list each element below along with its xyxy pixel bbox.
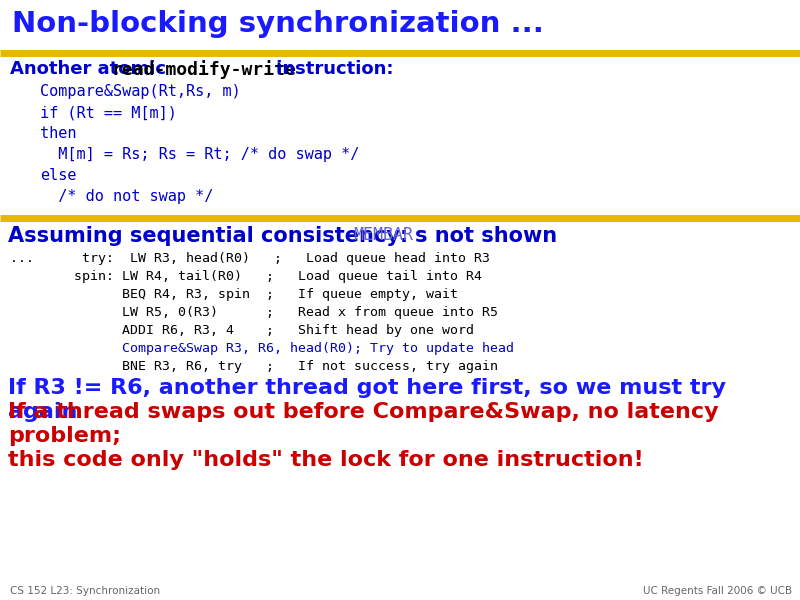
Text: problem;: problem; [8,426,121,446]
Text: then: then [40,126,77,141]
Text: instruction:: instruction: [270,60,394,78]
Text: M[m] = Rs; Rs = Rt; /* do swap */: M[m] = Rs; Rs = Rt; /* do swap */ [40,147,359,162]
Text: read-modify-write: read-modify-write [111,60,296,79]
Text: BEQ R4, R3, spin  ;   If queue empty, wait: BEQ R4, R3, spin ; If queue empty, wait [10,288,458,301]
Text: MEMBAR: MEMBAR [353,226,413,244]
Text: else: else [40,168,77,183]
Text: UC Regents Fall 2006 © UCB: UC Regents Fall 2006 © UCB [643,586,792,596]
Text: Another atomic: Another atomic [10,60,172,78]
Text: again: again [8,402,78,422]
Text: Assuming sequential consistency:: Assuming sequential consistency: [8,226,415,246]
Text: this code only "holds" the lock for one instruction!: this code only "holds" the lock for one … [8,450,644,470]
Text: BNE R3, R6, try   ;   If not success, try again: BNE R3, R6, try ; If not success, try ag… [10,360,498,373]
Text: s not shown: s not shown [415,226,557,246]
Text: If R3 != R6, another thread got here first, so we must try: If R3 != R6, another thread got here fir… [8,378,726,398]
Text: CS 152 L23: Synchronization: CS 152 L23: Synchronization [10,586,160,596]
Text: If a thread swaps out before Compare&Swap, no latency: If a thread swaps out before Compare&Swa… [8,402,718,422]
Text: LW R5, 0(R3)      ;   Read x from queue into R5: LW R5, 0(R3) ; Read x from queue into R5 [10,306,498,319]
Text: Non-blocking synchronization ...: Non-blocking synchronization ... [12,10,544,38]
Text: Compare&Swap R3, R6, head(R0); Try to update head: Compare&Swap R3, R6, head(R0); Try to up… [10,342,514,355]
Text: ...      try:  LW R3, head(R0)   ;   Load queue head into R3: ... try: LW R3, head(R0) ; Load queue he… [10,252,490,265]
Text: ADDI R6, R3, 4    ;   Shift head by one word: ADDI R6, R3, 4 ; Shift head by one word [10,324,474,337]
Text: if (Rt == M[m]): if (Rt == M[m]) [40,105,177,120]
Text: spin: LW R4, tail(R0)   ;   Load queue tail into R4: spin: LW R4, tail(R0) ; Load queue tail … [10,270,482,283]
Text: Compare&Swap(Rt,Rs, m): Compare&Swap(Rt,Rs, m) [40,84,241,99]
Text: /* do not swap */: /* do not swap */ [40,189,214,204]
